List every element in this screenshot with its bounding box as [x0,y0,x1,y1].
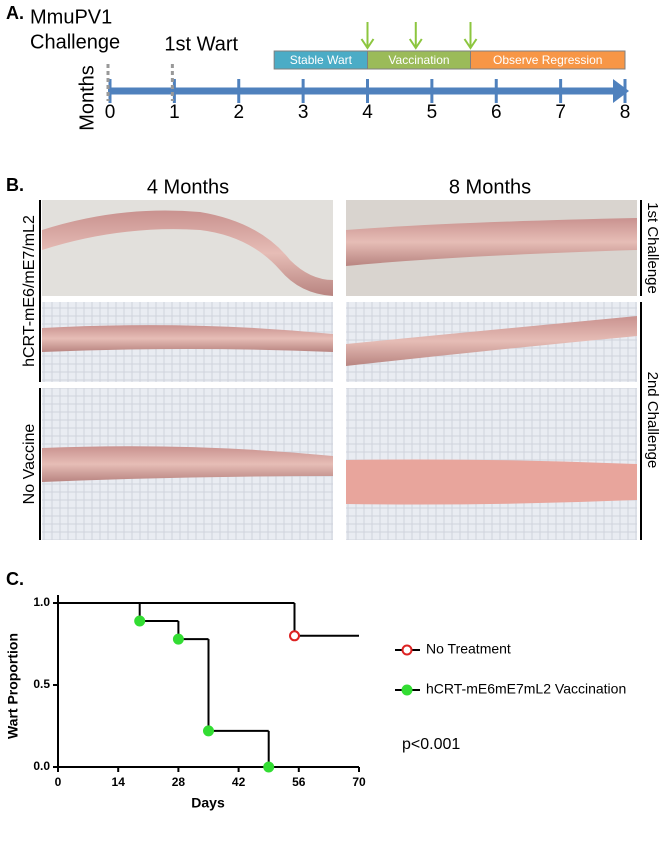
marker [263,761,275,773]
marker [172,633,184,645]
axis-label: Days [191,795,225,811]
tick-label: 5 [427,102,438,123]
timeline: 0 1 2 3 4 5 6 7 8 MmuPV1 Challenge 1st Wart Stable W… [30,6,630,123]
x-tick-label: 0 [55,775,62,789]
marker [401,644,413,656]
panel-label: A. [6,3,24,23]
phase-label: Stable Wart [290,53,353,67]
tail [42,325,333,352]
event-label: 1st Wart [164,33,238,55]
tail [42,210,333,296]
marker [401,684,413,696]
arrow-head [613,79,629,103]
tail [346,459,637,505]
vaccination-arrowhead [360,38,375,50]
x-tick-label: 56 [292,775,306,789]
column-header: 4 Months [147,176,229,198]
tail [42,446,333,482]
event-label: MmuPV1 [30,6,112,28]
legend-label: hCRT-mE6mE7mL2 Vaccination [426,681,626,697]
tick-label: 8 [620,102,631,123]
legend-label: No Treatment [426,641,511,657]
phase-box [470,50,626,70]
vaccination-arrowhead [408,38,423,50]
x-tick-label: 70 [352,775,366,789]
y-tick-label: 0.0 [33,759,50,773]
tick-label: 2 [233,102,244,123]
phase-label: Vaccination [388,53,449,67]
chart: 0 14 28 42 56 70 0.0 0.5 1.0 No Treatment hCRT-mE6… [33,595,626,789]
tick-label: 0 [105,102,116,123]
x-tick-label: 14 [112,775,126,789]
tail [346,316,637,366]
axis-label: Months [76,65,98,131]
tick-label: 7 [555,102,566,123]
vaccination-arrowhead [463,38,478,50]
y-tick-label: 1.0 [33,595,50,609]
row-label: 1st Challenge [644,202,661,294]
x-tick-label: 28 [172,775,186,789]
tick-label: 4 [362,102,373,123]
tail [346,218,637,266]
tick-label: 6 [491,102,502,123]
marker [134,615,146,627]
photos [39,200,642,540]
annotation: p<0.001 [402,736,460,753]
event-label: Challenge [30,31,120,53]
panel-label: C. [6,569,24,589]
x-tick-label: 42 [232,775,246,789]
row-label: hCRT-mE6/mE7/mL2 [21,215,38,367]
axis-label: Wart Proportion [5,633,21,739]
y-tick-label: 0.5 [33,677,50,691]
panel-label: B. [6,175,24,195]
phase-label: Observe Regression [493,53,602,67]
column-header: 8 Months [449,176,531,198]
marker [289,630,300,642]
tick-label: 3 [298,102,309,123]
row-label: 2nd Challenge [644,372,661,469]
row-label: No Vaccine [21,424,38,505]
tick-label: 1 [169,102,180,123]
marker [203,725,214,737]
